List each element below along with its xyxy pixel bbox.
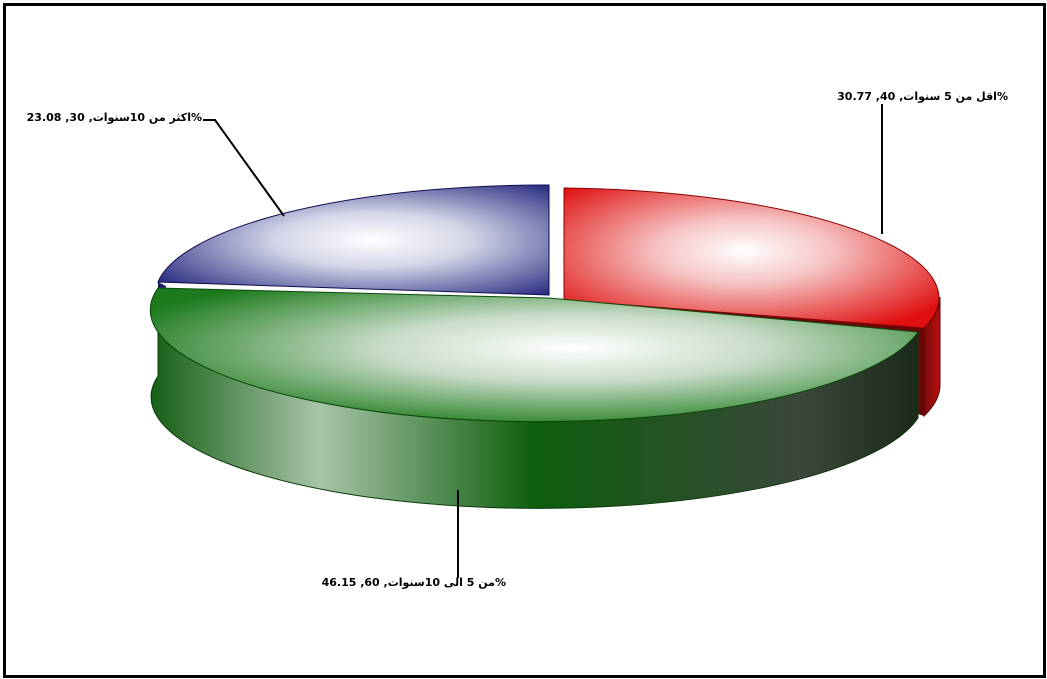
pie-slice-5-to-10 xyxy=(149,286,919,509)
slice-top-blue xyxy=(157,184,550,296)
chart-frame: اقل من 5 سنوات, 40, 30.77% اكثر من 10سنو… xyxy=(3,3,1046,678)
pie-chart: اقل من 5 سنوات, 40, 30.77% اكثر من 10سنو… xyxy=(27,90,1008,589)
leader-line-more-than-10 xyxy=(203,119,285,217)
slice-top-red xyxy=(563,187,940,329)
data-label-less-than-5: اقل من 5 سنوات, 40, 30.77% xyxy=(837,90,1008,103)
data-label-5-to-10: من 5 الى 10سنوات, 60, 46.15% xyxy=(322,576,506,589)
slice-top-green xyxy=(149,287,919,423)
data-label-more-than-10: اكثر من 10سنوات, 30, 23.08% xyxy=(27,111,202,124)
